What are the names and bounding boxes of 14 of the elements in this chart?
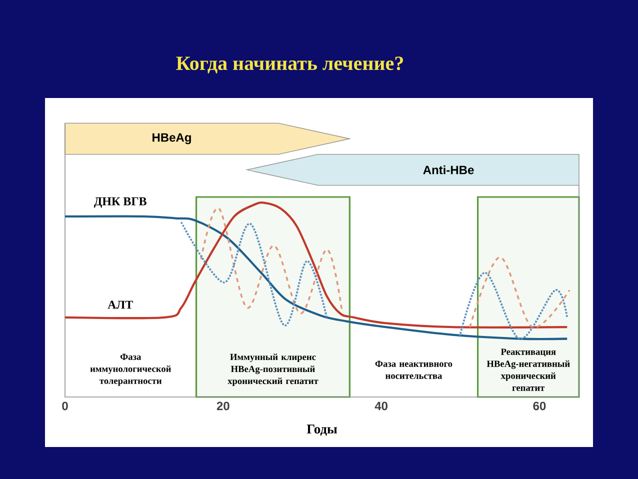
series-label: ДНК ВГВ xyxy=(94,197,146,208)
series-label: АЛТ xyxy=(108,300,133,309)
x-tick-label: 0 xyxy=(62,402,68,410)
x-axis-title: Годы xyxy=(306,424,338,436)
x-tick-label: 20 xyxy=(216,402,230,410)
band-label: Иммунный клиренс HBeAg-позитивный хронический гепатит xyxy=(228,354,318,386)
x-tick-label: 40 xyxy=(374,402,388,410)
chart-title: Когда начинать лечение? xyxy=(176,56,403,74)
x-tick-label: 60 xyxy=(533,402,546,410)
annotation: Фаза неактивного носительства xyxy=(375,360,452,379)
text: HBeAg xyxy=(152,133,191,144)
band-label: Реактивация HBeAg-негативный хронический гепатит xyxy=(486,348,570,391)
text: Anti-HBe xyxy=(423,165,474,174)
annotation: Фаза иммунологической толерантности xyxy=(90,354,171,386)
